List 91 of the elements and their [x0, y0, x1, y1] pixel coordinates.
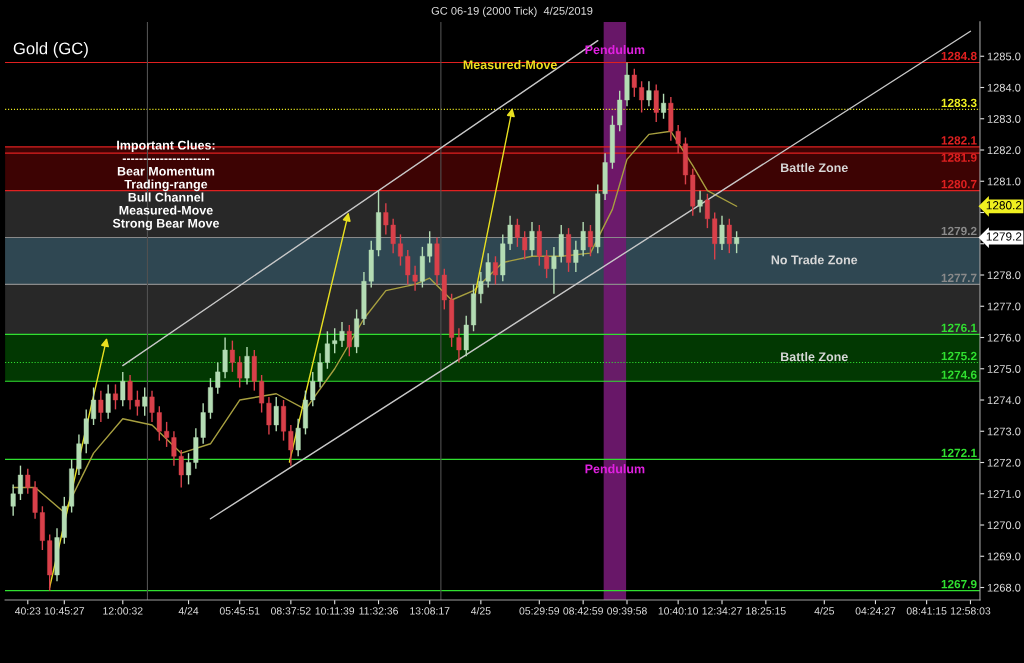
candlestick: [120, 371, 126, 407]
y-tick-label: 1273.0: [987, 427, 1021, 436]
candlestick: [646, 80, 652, 107]
candlestick: [142, 386, 148, 417]
ref-line-label: 1283.3: [941, 98, 977, 108]
candlestick: [288, 424, 294, 467]
y-tick-label: 1276.0: [987, 333, 1021, 342]
ref-line-label: 1277.7: [941, 273, 977, 282]
ref-line-label: 1284.8: [941, 51, 977, 61]
y-tick-label: 1278.0: [987, 271, 1021, 280]
x-tick-label: 13:08:17: [410, 607, 450, 615]
candlestick: [237, 355, 243, 389]
y-tick-label: 1282.0: [987, 146, 1021, 155]
ref-line-label: 1282.1: [941, 136, 977, 145]
y-tick-label: 1285.0: [987, 52, 1021, 61]
band-label: Battle Zone: [781, 352, 848, 362]
candlestick: [734, 230, 740, 254]
candlestick: [295, 418, 301, 457]
chart-title: GC 06-19 (2000 Tick) 4/25/2019: [431, 6, 593, 17]
x-tick-label: 4/25: [814, 606, 835, 615]
annotation: Pendulum: [585, 44, 645, 55]
candlestick: [98, 389, 104, 423]
y-tick-label: 1274.0: [987, 396, 1021, 405]
candlestick: [427, 230, 433, 264]
x-tick-label: 11:32:36: [359, 607, 398, 615]
ref-line-label: 1274.6: [941, 370, 977, 379]
candlestick: [492, 255, 498, 286]
x-tick-label: 09:39:58: [607, 607, 647, 615]
candlestick: [112, 383, 118, 411]
y-tick-label: 1268.0: [987, 583, 1021, 592]
y-tick-label: 1275.0: [987, 365, 1021, 373]
ref-line-label: 1281.9: [941, 153, 977, 162]
candlestick: [346, 324, 352, 357]
x-tick-label: 04:24:27: [855, 607, 896, 615]
y-tick-label: 1272.0: [987, 458, 1021, 467]
y-tick-label: 1270.0: [987, 521, 1021, 530]
x-tick-label: 4/24: [178, 606, 199, 615]
candlestick: [631, 68, 637, 98]
x-tick-label: 4/25: [470, 606, 491, 615]
candlestick: [661, 93, 667, 120]
candlestick: [17, 464, 23, 501]
x-tick-label: 10:45:27: [44, 607, 85, 615]
candlestick: [726, 218, 732, 254]
candlestick: [719, 214, 725, 251]
candlestick: [244, 346, 250, 386]
candlestick: [91, 386, 97, 426]
x-tick-label: 08:42:59: [563, 607, 603, 615]
candlestick: [653, 83, 659, 123]
candlestick: [587, 224, 593, 257]
candlestick: [397, 233, 403, 267]
candlestick: [522, 230, 528, 261]
y-tick-label: 1283.0: [987, 115, 1021, 123]
candlestick: [639, 80, 645, 114]
x-tick-label: 12:58:03: [950, 607, 991, 615]
candlestick: [514, 218, 520, 248]
y-tick-label: 1269.0: [987, 552, 1021, 561]
ref-line-label: 1279.2: [941, 226, 977, 236]
ref-line-label: 1272.1: [941, 448, 977, 457]
x-tick-label: 08:37:52: [270, 607, 311, 615]
ref-line-label: 1280.7: [941, 179, 977, 189]
candlestick: [529, 221, 535, 257]
candlestick: [10, 483, 16, 517]
y-tick-label: 1281.0: [987, 177, 1021, 186]
band-label: No Trade Zone: [771, 255, 858, 265]
x-tick-label: 05:45:51: [219, 607, 260, 615]
ref-line-label: 1275.2: [941, 351, 977, 361]
candlestick: [544, 249, 550, 279]
x-tick-label: 18:25:15: [746, 607, 786, 615]
band-label: Battle Zone: [781, 162, 848, 173]
text: 1280.2: [986, 201, 1022, 210]
y-tick-label: 1284.0: [987, 83, 1021, 92]
ref-line-label: 1267.9: [941, 579, 977, 589]
candlestick: [186, 452, 192, 486]
x-tick-label: 12:00:32: [103, 607, 143, 615]
x-tick-label: 12:34:27: [702, 607, 742, 615]
candlestick: [229, 339, 235, 373]
x-tick-label: 08:41:15: [906, 607, 947, 615]
x-tick-label: 10:40:10: [658, 607, 699, 615]
y-tick-label: 1271.0: [987, 490, 1021, 498]
y-tick-label: 1277.0: [987, 302, 1021, 311]
candlestick: [105, 383, 111, 420]
text: Gold (GC): [13, 42, 88, 58]
candlestick: [273, 396, 279, 432]
candlestick: [697, 189, 703, 214]
annotation: Pendulum: [585, 464, 645, 474]
x-tick-label: 05:29:59: [519, 607, 560, 615]
ref-line-label: 1276.1: [941, 323, 977, 333]
text: 1279.2: [986, 232, 1022, 241]
candlestick: [704, 193, 710, 229]
x-tick-label: 40:23: [14, 607, 41, 615]
x-tick-label: 10:11:39: [315, 607, 355, 615]
